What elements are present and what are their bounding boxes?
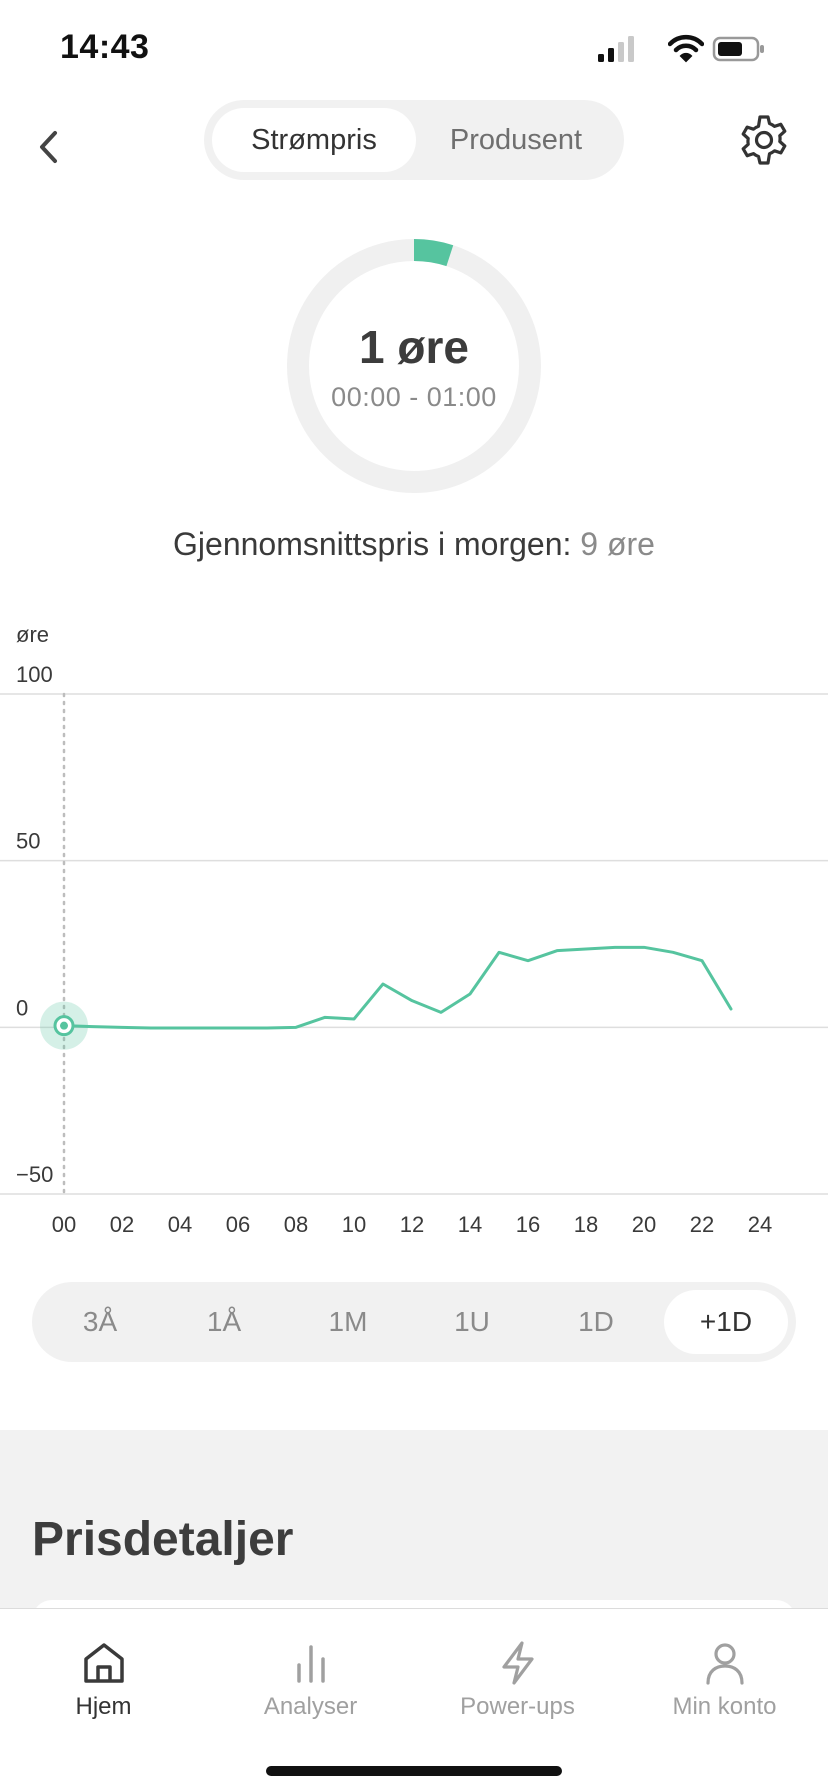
chevron-left-icon bbox=[40, 131, 57, 163]
y-tick-label: −50 bbox=[16, 1162, 53, 1187]
tab-power-ups-label: Power-ups bbox=[460, 1693, 575, 1720]
settings-button[interactable] bbox=[736, 112, 792, 168]
x-tick-label: 08 bbox=[284, 1212, 308, 1232]
average-price-line: Gjennomsnittspris i morgen: 9 øre bbox=[0, 526, 828, 563]
lightning-icon bbox=[501, 1641, 534, 1685]
tab-min-konto-label: Min konto bbox=[672, 1693, 777, 1720]
x-tick-label: 04 bbox=[168, 1212, 192, 1232]
x-tick-label: 16 bbox=[516, 1212, 540, 1232]
y-tick-label: 50 bbox=[16, 829, 40, 854]
bottom-tab-bar: Hjem Analyser Power-ups Min konto bbox=[0, 1608, 828, 1792]
price-details-title: Prisdetaljer bbox=[32, 1513, 294, 1566]
x-tick-label: 06 bbox=[226, 1212, 250, 1232]
tab-hjem-label: Hjem bbox=[75, 1693, 132, 1720]
tab-hjem[interactable]: Hjem bbox=[0, 1639, 207, 1739]
bar-chart-icon bbox=[296, 1645, 325, 1683]
home-indicator bbox=[266, 1766, 562, 1776]
tab-min-konto[interactable]: Min konto bbox=[621, 1639, 828, 1739]
x-tick-label: 22 bbox=[690, 1212, 714, 1232]
x-tick-label: 00 bbox=[52, 1212, 76, 1232]
price-series-line bbox=[62, 945, 733, 1030]
y-tick-label: 100 bbox=[16, 662, 53, 687]
average-price-label: Gjennomsnittspris i morgen: bbox=[173, 526, 572, 562]
range-3y-button[interactable]: 3Å bbox=[82, 1306, 118, 1337]
status-time: 14:43 bbox=[60, 28, 150, 66]
price-chart[interactable]: øre 100 50 0 −50 00 02 04 06 08 10 12 14 16 18 20 22 24 bbox=[0, 612, 828, 1237]
current-price-value: 1 øre bbox=[359, 321, 469, 373]
tab-power-ups[interactable]: Power-ups bbox=[414, 1639, 621, 1739]
home-icon bbox=[83, 1643, 124, 1683]
range-1y-button[interactable]: 1Å bbox=[206, 1306, 242, 1337]
signal-icon bbox=[598, 36, 634, 62]
range-selector: 3Å 1Å 1M 1U 1D +1D bbox=[32, 1282, 796, 1362]
back-button[interactable] bbox=[28, 122, 68, 172]
gear-icon bbox=[741, 115, 787, 165]
current-point-dot bbox=[60, 1021, 68, 1030]
x-tick-label: 20 bbox=[632, 1212, 656, 1232]
price-chart-svg: øre 100 50 0 −50 00 02 04 06 08 10 12 14 16 18 20 22 24 bbox=[0, 622, 828, 1237]
tab-analyser[interactable]: Analyser bbox=[207, 1639, 414, 1739]
tab-produsent[interactable]: Produsent bbox=[449, 123, 583, 156]
range-1w-button[interactable]: 1U bbox=[454, 1306, 490, 1337]
x-tick-label: 24 bbox=[748, 1212, 772, 1232]
price-gauge bbox=[287, 239, 541, 493]
current-price-time-range: 00:00 - 01:00 bbox=[331, 382, 497, 412]
status-bar: 14:43 bbox=[0, 0, 828, 100]
tab-analyser-label: Analyser bbox=[263, 1693, 358, 1720]
x-tick-label: 12 bbox=[400, 1212, 424, 1232]
x-tick-label: 10 bbox=[342, 1212, 366, 1232]
range-1m-button[interactable]: 1M bbox=[328, 1306, 368, 1337]
user-icon bbox=[705, 1643, 744, 1685]
x-tick-label: 02 bbox=[110, 1212, 134, 1232]
wifi-icon bbox=[668, 34, 704, 63]
battery-icon bbox=[712, 36, 764, 62]
gauge-progress-arc bbox=[287, 239, 541, 493]
tab-strompris[interactable]: Strømpris bbox=[212, 108, 416, 172]
y-tick-label: 0 bbox=[16, 995, 28, 1020]
x-tick-label: 18 bbox=[574, 1212, 598, 1232]
range-plus1d-button[interactable]: +1D bbox=[664, 1290, 788, 1354]
price-details-section: Prisdetaljer bbox=[0, 1430, 828, 1640]
x-tick-label: 14 bbox=[458, 1212, 482, 1232]
range-1d-button[interactable]: 1D bbox=[578, 1306, 614, 1337]
y-axis-unit-label: øre bbox=[16, 622, 49, 647]
price-mode-segmented-control: Strømpris Produsent bbox=[204, 100, 624, 180]
average-price-value: 9 øre bbox=[580, 526, 655, 562]
